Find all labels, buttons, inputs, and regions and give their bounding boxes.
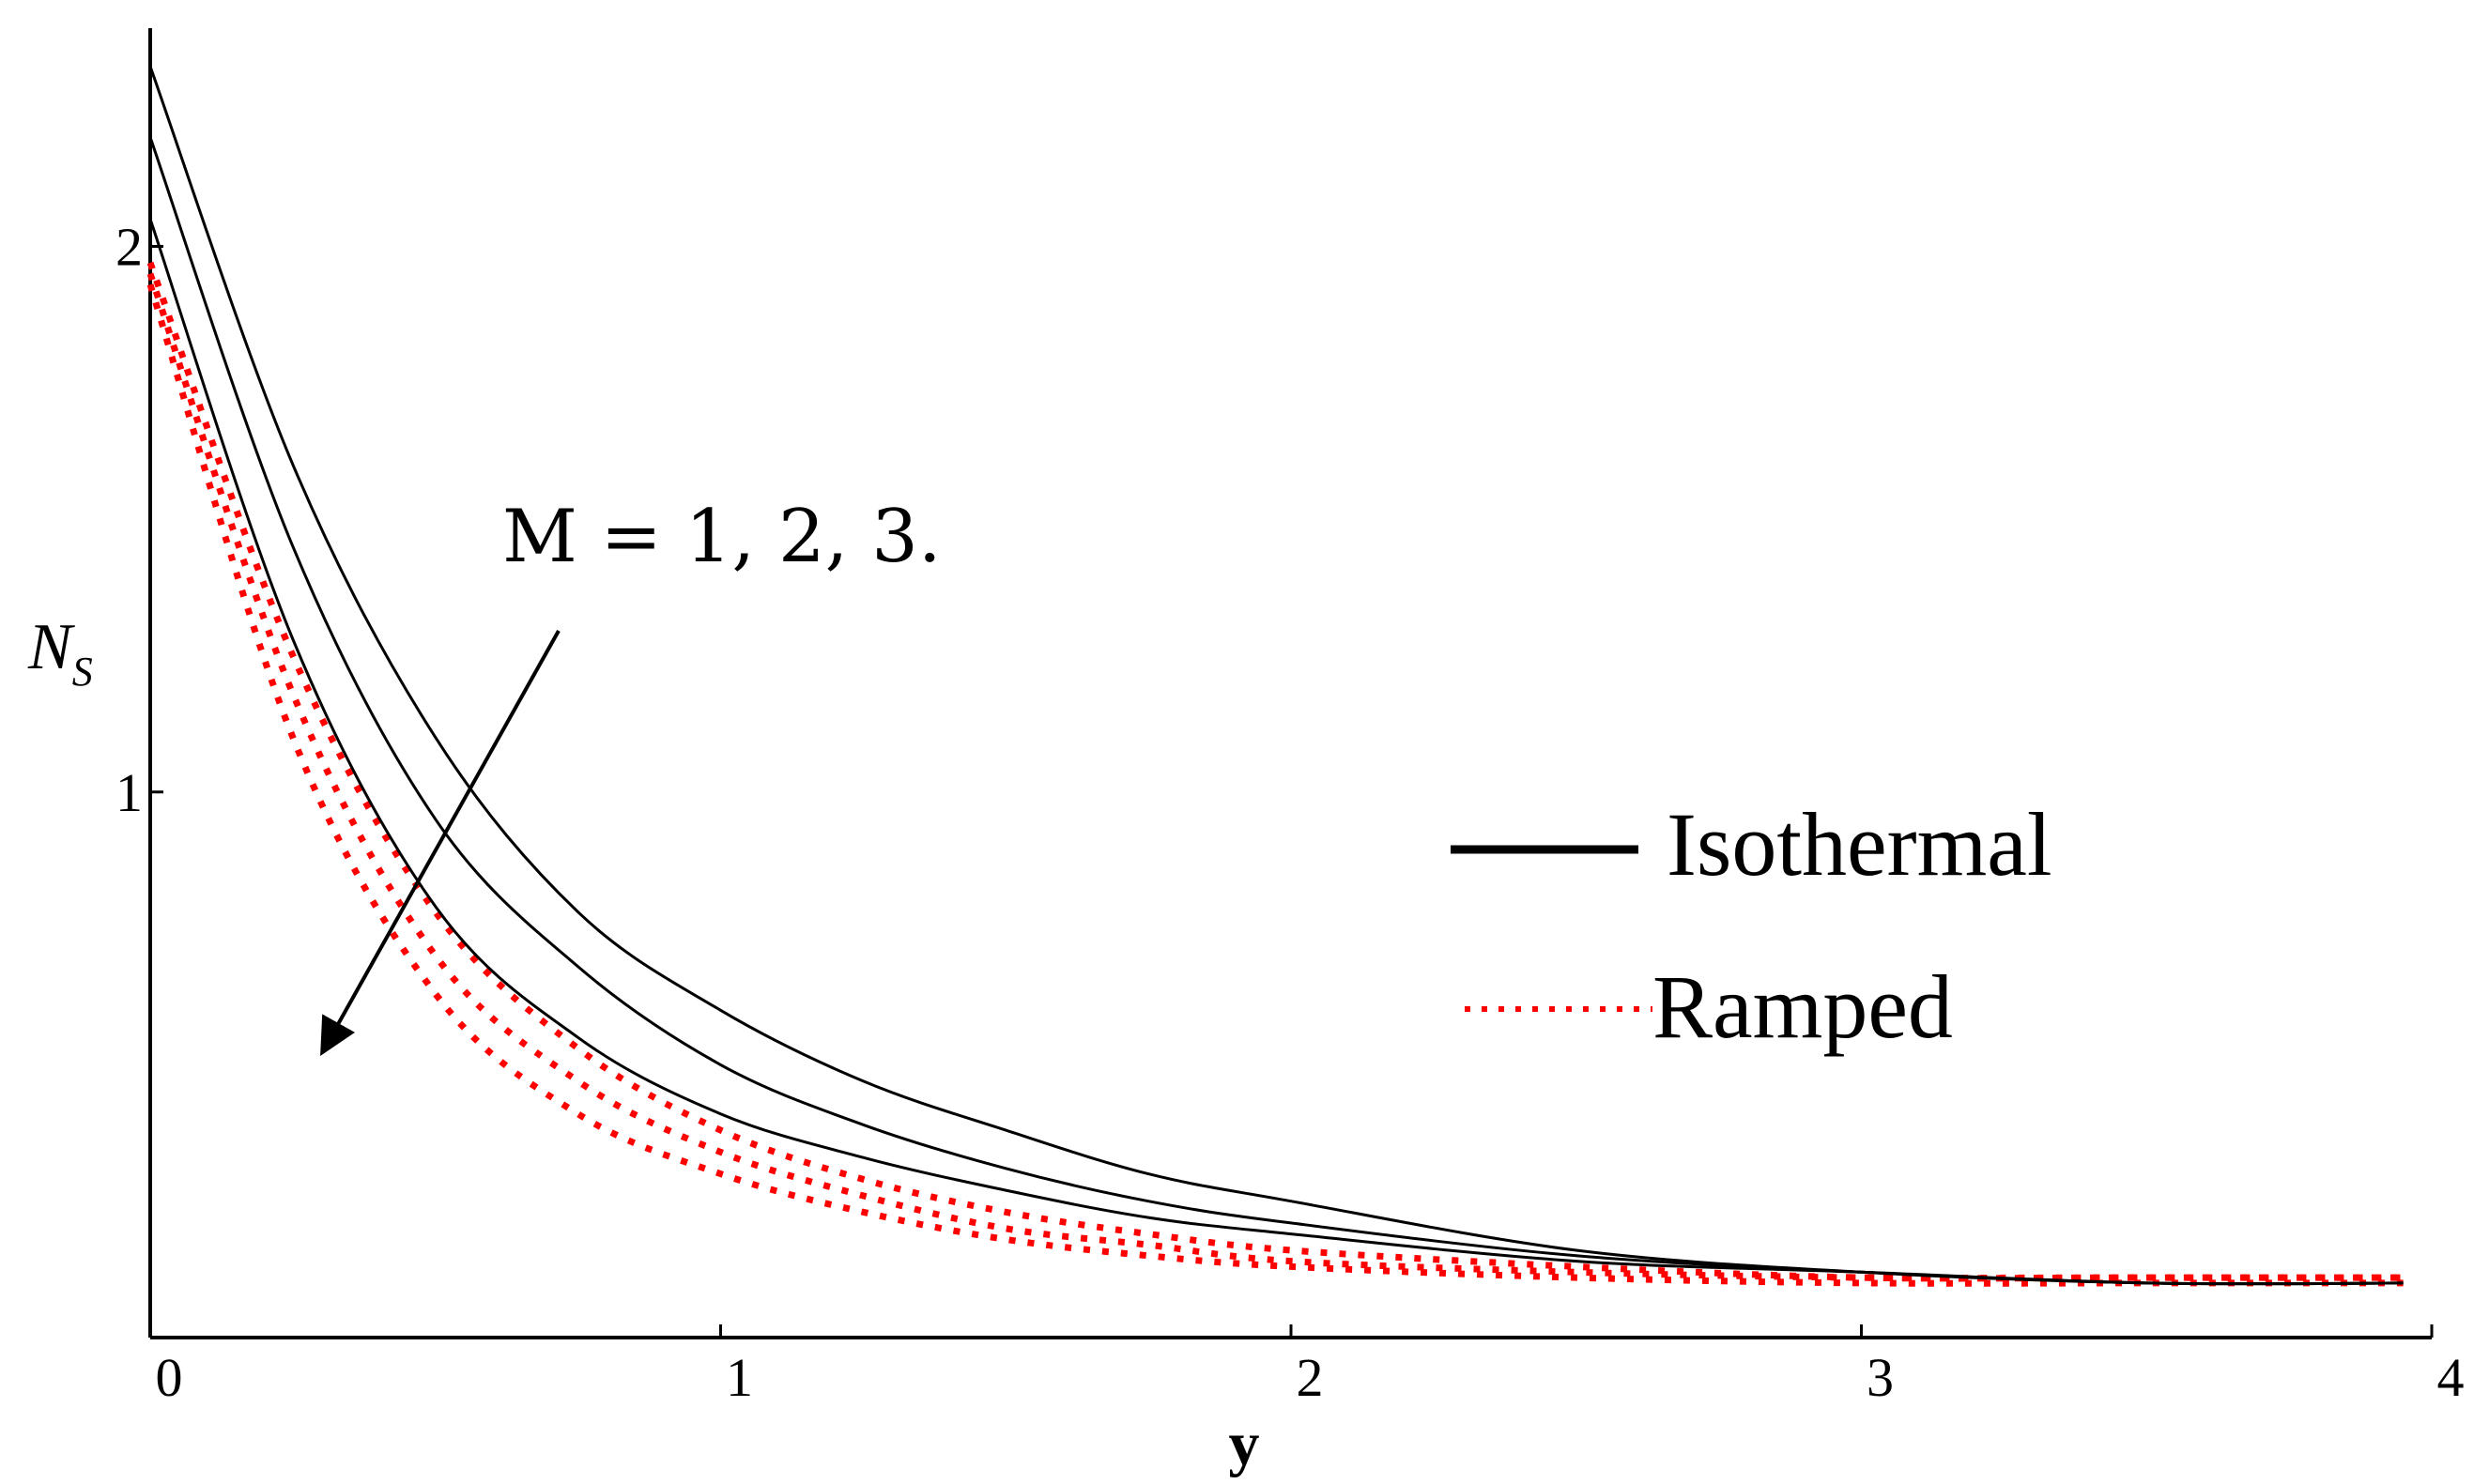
x-tick-label: 0: [156, 1347, 183, 1408]
x-tick-label: 3: [1867, 1347, 1894, 1408]
legend-label-isothermal: Isothermal: [1667, 794, 2052, 895]
x-tick-label: 1: [726, 1347, 753, 1408]
x-ticks: 0 1 2 3 4: [148, 1324, 2465, 1408]
y-axis-label: NS: [27, 611, 93, 695]
y-tick-label: 1: [115, 762, 143, 823]
series-line-ramped-m2: [146, 272, 2404, 1281]
x-axis-label: y: [1229, 1410, 1260, 1478]
x-tick-label: 4: [2437, 1347, 2465, 1408]
legend-label-ramped: Ramped: [1652, 956, 1953, 1057]
series-line-isothermal-m3: [148, 218, 2404, 1286]
series-line-ramped-m3: [146, 283, 2404, 1287]
annotation-arrow: [320, 630, 561, 1056]
series-line-isothermal-m1: [148, 66, 2404, 1286]
series-line-ramped-m1: [146, 261, 2404, 1282]
y-tick-label: 2: [115, 217, 143, 278]
series-line-isothermal-m2: [148, 136, 2404, 1286]
y-ticks: 12: [115, 217, 163, 823]
axes: [148, 28, 2432, 1339]
y-axis-label-subscript: S: [72, 649, 93, 695]
x-tick-label: 2: [1297, 1347, 1324, 1408]
legend: Isothermal Ramped: [1451, 794, 2052, 1057]
y-axis-label-main: N: [27, 611, 75, 683]
annotation-label: M = 1, 2, 3.: [502, 495, 942, 579]
series-layer: [146, 66, 2404, 1287]
